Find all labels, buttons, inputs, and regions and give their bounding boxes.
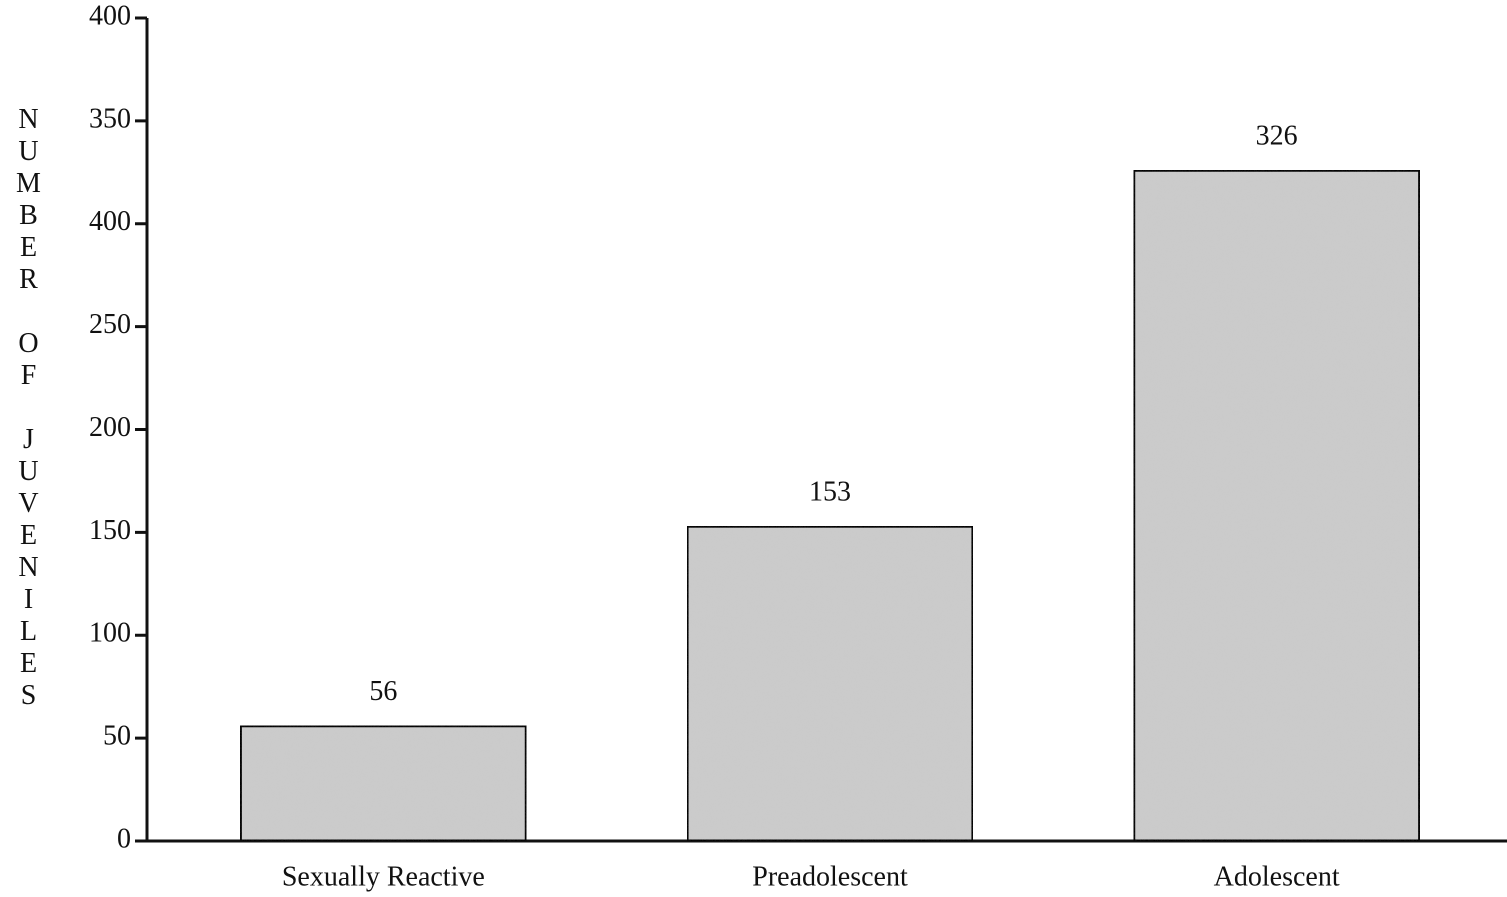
- value-label: 153: [809, 477, 851, 508]
- y-tick-label: 400: [89, 206, 131, 237]
- x-tick-label: Adolescent: [1214, 861, 1340, 892]
- bar: [685, 524, 975, 843]
- y-tick-label: 0: [117, 823, 131, 854]
- x-tick-label: Preadolescent: [752, 861, 908, 892]
- y-tick-label: 100: [89, 618, 131, 649]
- y-tick-label: 50: [103, 721, 131, 752]
- bar: [238, 724, 528, 843]
- y-axis-label: NUMBER OF JUVENILES: [13, 104, 44, 712]
- y-tick-label: 350: [89, 103, 131, 134]
- value-label: 56: [369, 676, 397, 707]
- y-tick-label: 150: [89, 515, 131, 546]
- y-tick-label: 250: [89, 309, 131, 340]
- value-label: 326: [1256, 121, 1298, 152]
- bar: [1132, 168, 1422, 843]
- y-tick-label: 200: [89, 412, 131, 443]
- x-tick-label: Sexually Reactive: [282, 861, 485, 892]
- y-tick-label: 400: [89, 0, 131, 31]
